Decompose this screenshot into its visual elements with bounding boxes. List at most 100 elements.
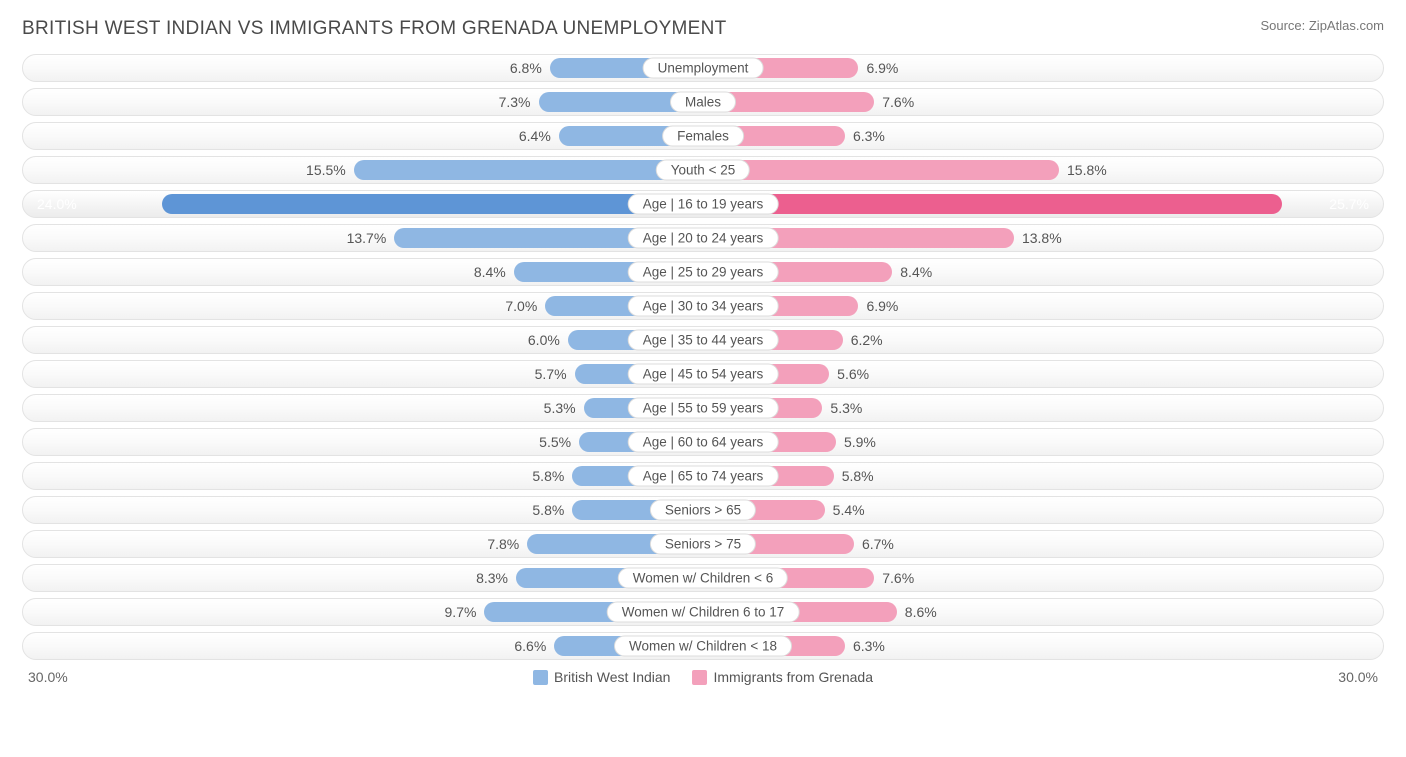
row-left-half: 5.5% [27,431,703,453]
legend-label-left: British West Indian [554,669,670,685]
left-value: 5.8% [532,502,564,518]
right-value: 8.4% [900,264,932,280]
left-value: 8.3% [476,570,508,586]
chart-row: 6.4% 6.3% Females [22,122,1384,150]
row-left-half: 5.8% [27,499,703,521]
row-right-half: 5.9% [703,431,1379,453]
row-right-half: 7.6% [703,567,1379,589]
chart-row: 5.5% 5.9%Age | 60 to 64 years [22,428,1384,456]
left-value: 6.8% [510,60,542,76]
left-value: 6.0% [528,332,560,348]
category-label: Seniors > 65 [650,500,756,521]
legend-label-right: Immigrants from Grenada [713,669,873,685]
row-right-half: 5.4% [703,499,1379,521]
left-value: 9.7% [445,604,477,620]
row-left-half: 8.3% [27,567,703,589]
right-value: 6.2% [851,332,883,348]
row-right-half: 15.8% [703,159,1379,181]
right-value: 25.7% [1329,196,1369,212]
category-label: Unemployment [643,58,764,79]
category-label: Women w/ Children < 6 [618,568,788,589]
left-value: 7.0% [505,298,537,314]
right-value: 8.6% [905,604,937,620]
row-right-half: 5.6% [703,363,1379,385]
row-left-half: 6.0% [27,329,703,351]
left-value: 24.0% [37,196,77,212]
right-value: 6.7% [862,536,894,552]
row-left-half: 6.4% [27,125,703,147]
source-attribution: Source: ZipAtlas.com [1260,18,1384,33]
row-left-half: 8.4% [27,261,703,283]
category-label: Age | 45 to 54 years [628,364,779,385]
row-left-half: 7.0% [27,295,703,317]
legend-swatch-right-icon [692,670,707,685]
chart-row: 8.4% 8.4% Age | 25 to 29 years [22,258,1384,286]
left-value: 15.5% [306,162,346,178]
row-right-half: 25.7% [703,193,1379,215]
row-right-half: 6.9% [703,295,1379,317]
chart-row: 8.3% 7.6% Women w/ Children < 6 [22,564,1384,592]
category-label: Women w/ Children < 18 [614,636,792,657]
chart-row: 5.8% 5.4% Seniors > 65 [22,496,1384,524]
right-value: 15.8% [1067,162,1107,178]
chart-header: BRITISH WEST INDIAN VS IMMIGRANTS FROM G… [22,18,1384,40]
left-bar [354,160,703,180]
row-right-half: 6.3% [703,125,1379,147]
left-bar [162,194,703,214]
row-left-half: 6.6% [27,635,703,657]
legend: British West Indian Immigrants from Gren… [533,669,873,685]
row-right-half: 6.9% [703,57,1379,79]
left-value: 6.6% [514,638,546,654]
category-label: Age | 25 to 29 years [628,262,779,283]
left-value: 5.5% [539,434,571,450]
category-label: Age | 55 to 59 years [628,398,779,419]
right-bar [703,194,1282,214]
row-right-half: 6.2% [703,329,1379,351]
row-left-half: 13.7% [27,227,703,249]
chart-row: 5.8%5.8%Age | 65 to 74 years [22,462,1384,490]
row-right-half: 6.3% [703,635,1379,657]
left-value: 5.3% [544,400,576,416]
axis-max-left: 30.0% [28,669,68,685]
left-value: 8.4% [474,264,506,280]
left-value: 5.8% [532,468,564,484]
category-label: Women w/ Children 6 to 17 [607,602,800,623]
category-label: Age | 20 to 24 years [628,228,779,249]
category-label: Age | 60 to 64 years [628,432,779,453]
right-value: 6.3% [853,128,885,144]
legend-item-left: British West Indian [533,669,670,685]
left-value: 6.4% [519,128,551,144]
right-value: 7.6% [882,94,914,110]
chart-row: 5.7%5.6%Age | 45 to 54 years [22,360,1384,388]
row-right-half: 5.8% [703,465,1379,487]
category-label: Females [662,126,744,147]
category-label: Youth < 25 [656,160,750,181]
chart-row: 7.3%7.6%Males [22,88,1384,116]
chart-row: 13.7%13.8%Age | 20 to 24 years [22,224,1384,252]
chart-row: 24.0%25.7%Age | 16 to 19 years [22,190,1384,218]
row-left-half: 5.3% [27,397,703,419]
row-left-half: 15.5% [27,159,703,181]
axis-max-right: 30.0% [1338,669,1378,685]
right-value: 6.3% [853,638,885,654]
right-value: 6.9% [866,298,898,314]
legend-swatch-left-icon [533,670,548,685]
row-left-half: 7.8% [27,533,703,555]
row-right-half: 8.6% [703,601,1379,623]
right-value: 5.8% [842,468,874,484]
row-right-half: 13.8% [703,227,1379,249]
chart-row: 9.7% 8.6% Women w/ Children 6 to 17 [22,598,1384,626]
category-label: Age | 30 to 34 years [628,296,779,317]
right-value: 5.4% [833,502,865,518]
right-value: 5.3% [830,400,862,416]
left-value: 7.3% [499,94,531,110]
row-right-half: 5.3% [703,397,1379,419]
row-left-half: 9.7% [27,601,703,623]
right-value: 7.6% [882,570,914,586]
row-left-half: 24.0% [27,193,703,215]
right-value: 6.9% [866,60,898,76]
category-label: Seniors > 75 [650,534,756,555]
row-left-half: 5.8% [27,465,703,487]
chart-row: 15.5% 15.8% Youth < 25 [22,156,1384,184]
chart-row: 6.8% 6.9% Unemployment [22,54,1384,82]
